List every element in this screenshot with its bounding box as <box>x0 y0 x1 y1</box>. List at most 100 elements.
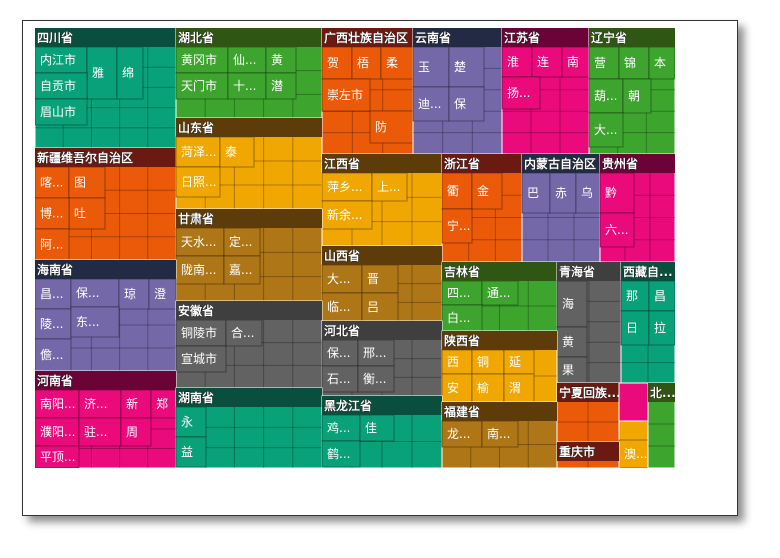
treemap-cell[interactable] <box>321 365 359 393</box>
treemap-cell[interactable] <box>35 308 72 340</box>
treemap-cell[interactable] <box>116 46 144 100</box>
group-header[interactable] <box>322 28 413 47</box>
treemap-group[interactable]: 西 铜 延安 榆 渭 陕西省 <box>441 330 558 403</box>
treemap-group[interactable]: 铜陵市 合... 宣城市 安徽省 <box>175 300 323 389</box>
treemap-cell[interactable] <box>588 46 620 80</box>
treemap-group[interactable]: 衢 金宁... 浙江省 <box>441 153 523 263</box>
group-header[interactable] <box>176 301 322 320</box>
treemap-cell[interactable] <box>371 172 408 202</box>
treemap-cell[interactable] <box>78 389 122 419</box>
treemap-cell[interactable] <box>175 436 207 468</box>
group-header[interactable] <box>176 28 322 47</box>
treemap-cell[interactable] <box>549 172 577 214</box>
treemap-group[interactable]: 四... 通... 白... 吉林省 <box>441 261 558 332</box>
treemap-cell[interactable] <box>556 326 588 358</box>
treemap-cell[interactable] <box>620 310 650 346</box>
group-header[interactable] <box>442 331 557 350</box>
group-header[interactable] <box>648 383 675 402</box>
treemap-cell[interactable] <box>441 304 483 332</box>
treemap-cell[interactable] <box>321 172 373 202</box>
treemap-group[interactable]: 龙... 南... 福建省 <box>441 401 558 468</box>
treemap-cell[interactable] <box>175 406 207 438</box>
treemap-cell[interactable] <box>120 389 152 419</box>
group-header[interactable] <box>35 28 176 47</box>
treemap-cell[interactable] <box>359 414 395 442</box>
group-header[interactable] <box>413 28 502 47</box>
treemap-cell[interactable] <box>357 365 395 393</box>
treemap-group[interactable]: 大... 晋临... 吕 山西省 <box>321 245 443 322</box>
treemap-group[interactable]: 昌... 保... 琼 澄陵... 东... 儋... 海南省 <box>35 259 177 372</box>
treemap-group[interactable]: 玉 楚迪... 保 云南省 <box>412 28 503 155</box>
treemap-cell[interactable] <box>448 86 485 122</box>
treemap-cell[interactable] <box>35 98 88 126</box>
treemap-cell[interactable] <box>503 373 535 403</box>
treemap-cell[interactable] <box>599 172 635 214</box>
group-header[interactable] <box>557 442 619 461</box>
treemap-cell[interactable] <box>120 417 152 447</box>
treemap-group[interactable]: 重庆市 <box>556 441 620 468</box>
treemap-cell[interactable] <box>35 197 70 230</box>
treemap-cell[interactable] <box>78 417 122 447</box>
treemap-cell[interactable] <box>70 306 120 338</box>
treemap-cell[interactable] <box>599 212 635 248</box>
treemap-group[interactable]: 巴 赤乌 内蒙古自治区 <box>521 153 601 263</box>
group-header[interactable] <box>35 260 176 279</box>
treemap-cell[interactable] <box>321 440 361 468</box>
treemap-cell[interactable] <box>70 278 120 308</box>
treemap-cell[interactable] <box>35 338 72 372</box>
treemap-group[interactable]: 宁夏回族... <box>556 382 621 443</box>
treemap-cell[interactable] <box>588 78 624 114</box>
treemap-cell[interactable] <box>35 46 88 74</box>
treemap-cell[interactable] <box>175 166 221 198</box>
treemap-cell[interactable] <box>321 78 371 112</box>
treemap-cell[interactable] <box>35 278 72 310</box>
treemap-cell[interactable] <box>175 345 227 373</box>
treemap-cell[interactable] <box>35 445 80 468</box>
treemap-cell[interactable] <box>357 339 395 367</box>
treemap-cell[interactable] <box>227 72 267 100</box>
treemap-group[interactable]: 保... 邢... 石... 衡... 河北省 <box>321 320 443 397</box>
treemap-group[interactable]: 菏泽... 泰日照... 山东省 <box>175 117 323 210</box>
group-header[interactable] <box>589 28 675 47</box>
treemap-group[interactable]: 淮 连 南扬... 江苏省 <box>501 28 590 155</box>
treemap-cell[interactable] <box>441 420 483 448</box>
treemap-cell[interactable] <box>648 46 675 80</box>
treemap-cell[interactable] <box>481 280 519 306</box>
group-header[interactable] <box>322 154 442 173</box>
treemap-cell[interactable] <box>35 72 88 100</box>
treemap-cell[interactable] <box>441 208 473 244</box>
treemap-group[interactable]: 那 昌日 拉 西藏自... <box>620 261 675 384</box>
group-header[interactable] <box>35 148 176 167</box>
treemap-group[interactable]: 澳... <box>618 420 649 468</box>
group-header[interactable] <box>35 371 176 390</box>
treemap-group[interactable]: 南阳... 济... 新 郑濮阳... 驻... 周平顶... 河南省 <box>35 370 177 468</box>
treemap-cell[interactable] <box>369 110 414 144</box>
group-header[interactable] <box>442 262 557 281</box>
group-header[interactable] <box>176 209 322 228</box>
treemap-cell[interactable] <box>265 72 297 100</box>
treemap-cell[interactable] <box>68 197 106 230</box>
group-header[interactable] <box>176 118 322 137</box>
treemap-cell[interactable] <box>648 310 675 346</box>
treemap-group[interactable]: 喀... 图吐博... 阿... 新疆维吾尔自治区 <box>35 147 177 261</box>
treemap-cell[interactable] <box>35 166 70 199</box>
treemap-cell[interactable] <box>351 46 382 80</box>
group-header[interactable] <box>442 402 557 421</box>
group-header[interactable] <box>322 321 442 340</box>
treemap-cell[interactable] <box>588 112 624 148</box>
group-header[interactable] <box>557 262 621 281</box>
treemap-cell[interactable] <box>501 76 541 110</box>
group-header[interactable] <box>522 154 600 173</box>
treemap-group[interactable]: 黔六... 贵州省 <box>599 153 675 263</box>
treemap-group[interactable]: 萍乡... 上... 新余... 江西省 <box>321 153 443 247</box>
treemap-cell[interactable] <box>35 417 80 447</box>
group-header[interactable] <box>557 383 619 402</box>
group-header[interactable] <box>322 396 442 415</box>
treemap-cell[interactable] <box>148 278 177 310</box>
treemap-cell[interactable] <box>118 278 150 310</box>
